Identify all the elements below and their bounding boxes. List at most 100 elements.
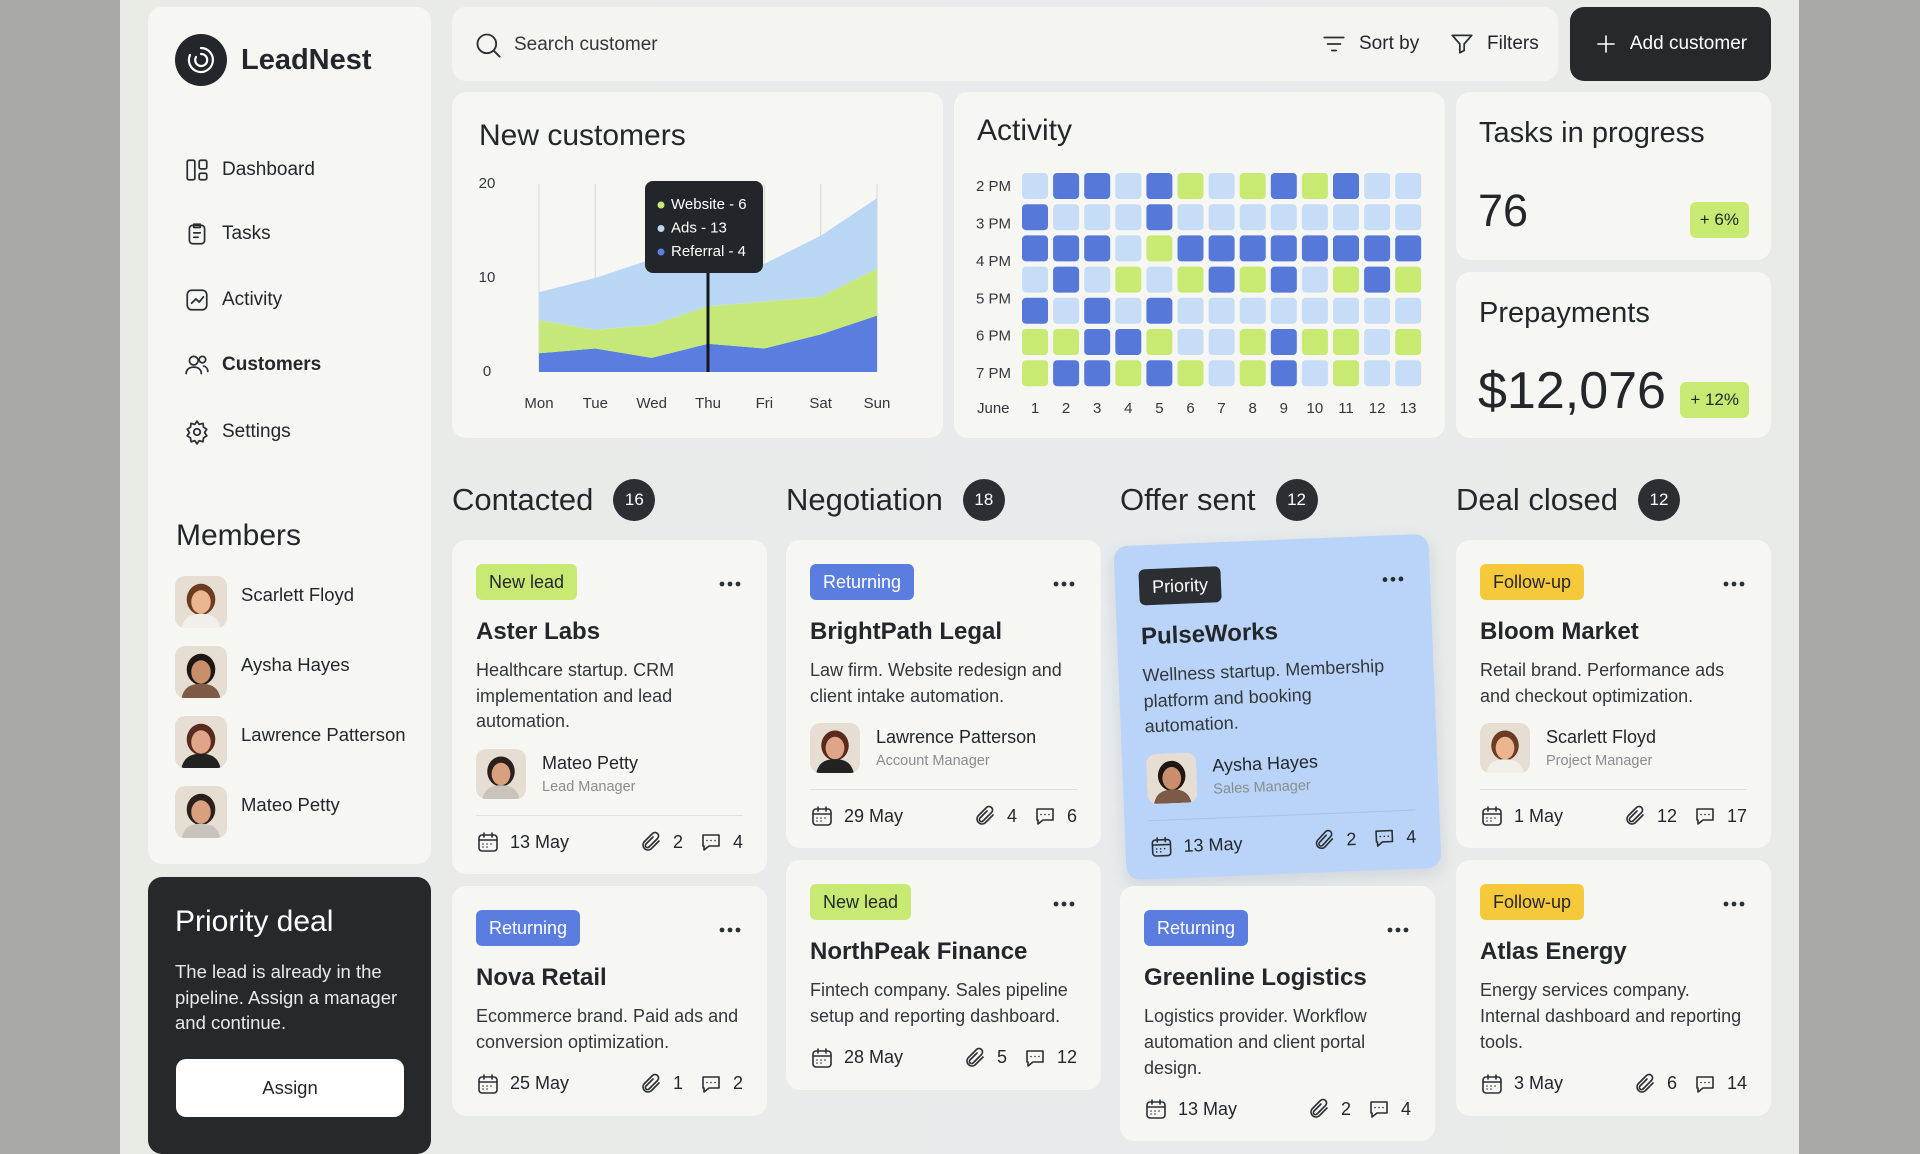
heat-cell bbox=[1115, 204, 1142, 231]
heat-cell bbox=[1333, 173, 1359, 199]
nav-item[interactable]: Dashboard bbox=[184, 156, 315, 184]
nav-item[interactable]: Customers bbox=[184, 351, 321, 379]
more-button[interactable] bbox=[719, 920, 741, 933]
heat-cell bbox=[1084, 297, 1111, 324]
calendar-icon-part-part bbox=[1146, 1101, 1166, 1120]
filter-icon bbox=[1449, 31, 1475, 57]
more-button-part-part bbox=[1395, 927, 1401, 933]
date: 29 May bbox=[844, 805, 904, 826]
card-footer: 13 May 2 4 bbox=[476, 815, 743, 854]
comment-icon bbox=[1367, 1097, 1391, 1121]
deal-card[interactable]: Follow-up Bloom Market Retail brand. Perfo… bbox=[1456, 540, 1771, 849]
comment-icon-part bbox=[1696, 1075, 1714, 1093]
deal-card[interactable]: Returning BrightPath Legal Law firm. Websi… bbox=[786, 540, 1101, 849]
deal-card[interactable]: New lead NorthPeak Finance Fintech company… bbox=[786, 860, 1101, 1090]
y-axis-label: 5 PM bbox=[976, 290, 1011, 307]
add-customer-button[interactable]: Add customer bbox=[1570, 7, 1771, 81]
more-button[interactable] bbox=[1382, 569, 1404, 582]
y-axis-label: 2 PM bbox=[976, 178, 1011, 195]
column-title: Offer sent bbox=[1120, 482, 1256, 517]
more-button-part-part bbox=[1061, 581, 1067, 587]
heat-cell bbox=[1333, 235, 1359, 262]
date: 25 May bbox=[510, 1073, 570, 1094]
more-button-part-part bbox=[1739, 581, 1745, 587]
attachment-icon bbox=[973, 804, 997, 828]
heat-cell bbox=[1115, 266, 1142, 293]
avatar-part bbox=[175, 786, 227, 838]
heat-cell bbox=[1022, 360, 1048, 387]
y-tick-label: 10 bbox=[479, 269, 496, 286]
search-icon-part-part bbox=[492, 49, 501, 58]
stat-change: + 12% bbox=[1680, 382, 1749, 418]
date: 28 May bbox=[844, 1047, 904, 1068]
chart-title: Activity bbox=[977, 114, 1072, 147]
heat-cell bbox=[1364, 297, 1391, 324]
search[interactable]: Search customer bbox=[474, 31, 658, 59]
sort-button[interactable]: Sort by bbox=[1321, 31, 1419, 57]
sidebar: LeadNest Dashboard Tasks Activity Customers S… bbox=[148, 7, 431, 864]
card-footer: 13 May 2 4 bbox=[1144, 1097, 1411, 1121]
card-footer: 28 May 5 12 bbox=[810, 1046, 1077, 1070]
x-tick-label: Sun bbox=[864, 395, 891, 412]
attachment-icon-part-part bbox=[1315, 829, 1334, 850]
stat-value: 76 bbox=[1478, 185, 1529, 236]
more-button[interactable] bbox=[1723, 894, 1745, 907]
attachment-count: 5 bbox=[996, 1047, 1007, 1068]
member[interactable]: Scarlett Floyd bbox=[175, 576, 354, 628]
more-button[interactable] bbox=[1053, 574, 1075, 587]
assign-button[interactable]: Assign bbox=[176, 1059, 404, 1117]
more-button[interactable] bbox=[1723, 574, 1745, 587]
heat-cell bbox=[1270, 204, 1297, 231]
nav-icon-part-part bbox=[190, 295, 205, 305]
x-tick-label: 5 bbox=[1155, 400, 1163, 417]
logo bbox=[175, 34, 227, 86]
attachment-icon-part-part bbox=[642, 831, 660, 851]
deal-card[interactable]: Follow-up Atlas Energy Energy services com… bbox=[1456, 860, 1771, 1116]
deal-card[interactable]: Returning Nova Retail Ecommerce brand. Pai… bbox=[452, 886, 767, 1116]
filters-button[interactable]: Filters bbox=[1449, 31, 1539, 57]
column-count: 12 bbox=[1275, 479, 1318, 521]
column-count: 18 bbox=[962, 479, 1005, 521]
avatar-part-part bbox=[1162, 767, 1182, 790]
heat-cell bbox=[1301, 204, 1328, 231]
more-button[interactable] bbox=[719, 574, 741, 587]
member[interactable]: Mateo Petty bbox=[175, 786, 340, 838]
deal-card[interactable]: Returning Greenline Logistics Logistics pr… bbox=[1120, 886, 1435, 1142]
more-button[interactable] bbox=[1387, 920, 1409, 933]
plus-icon-part-part bbox=[1597, 35, 1615, 53]
member[interactable]: Lawrence Patterson bbox=[175, 716, 406, 768]
heat-cell bbox=[1301, 266, 1328, 293]
more-button-part-part bbox=[1053, 902, 1059, 907]
assignee-name: Mateo Petty bbox=[542, 753, 639, 774]
member[interactable]: Aysha Hayes bbox=[175, 646, 350, 698]
avatar-part bbox=[476, 749, 526, 800]
plus-icon bbox=[1594, 32, 1618, 56]
sort-icon bbox=[1321, 31, 1347, 57]
assignee-text: Aysha Hayes Sales Manager bbox=[1212, 752, 1319, 798]
nav-item[interactable]: Activity bbox=[184, 286, 282, 314]
comment-icon-part bbox=[1375, 829, 1394, 848]
avatar-part-part bbox=[181, 753, 221, 768]
heat-cell bbox=[1115, 329, 1142, 355]
x-tick-label: Wed bbox=[636, 395, 667, 412]
nav-item[interactable]: Tasks bbox=[184, 220, 271, 248]
tag: Returning bbox=[810, 564, 915, 600]
card-footer: 29 May 4 6 bbox=[810, 789, 1077, 828]
more-button-part-part bbox=[1731, 902, 1737, 907]
deal-card[interactable]: Priority PulseWorks Wellness startup. Memb… bbox=[1113, 533, 1442, 881]
heat-cell bbox=[1395, 360, 1422, 387]
assignee: Mateo Petty Lead Manager bbox=[476, 749, 743, 800]
tag: New lead bbox=[810, 884, 912, 921]
date: 3 May bbox=[1514, 1073, 1564, 1094]
heat-cell bbox=[1333, 329, 1359, 355]
nav-item[interactable]: Settings bbox=[184, 418, 291, 446]
avatar bbox=[175, 786, 227, 838]
more-button-part-part bbox=[1069, 581, 1075, 587]
avatar-part-part bbox=[825, 737, 845, 760]
deal-card[interactable]: New lead Aster Labs Healthcare startup. CR… bbox=[452, 540, 767, 875]
more-button-part-part bbox=[735, 581, 741, 587]
avatar bbox=[1145, 752, 1198, 805]
more-button[interactable] bbox=[1053, 894, 1075, 907]
card-title: Atlas Energy bbox=[1480, 938, 1627, 966]
